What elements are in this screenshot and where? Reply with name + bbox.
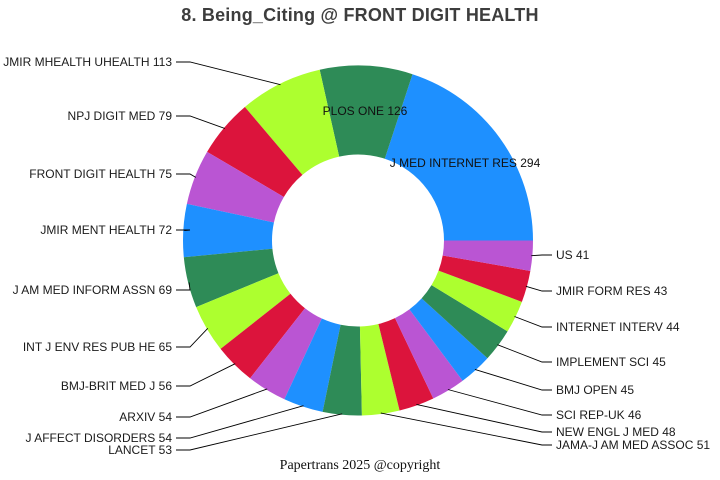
chart-title: 8. Being_Citing @ FRONT DIGIT HEALTH (181, 5, 539, 25)
slice-label: NEW ENGL J MED 48 (556, 425, 676, 439)
slice-label: PLOS ONE 126 (322, 104, 408, 118)
leader-line (176, 61, 281, 86)
leader-line (497, 344, 552, 363)
slice-label: LANCET 53 (108, 443, 172, 457)
slice-label: JMIR MHEALTH UHEALTH 113 (3, 55, 172, 69)
slice-label: FRONT DIGIT HEALTH 75 (29, 167, 172, 181)
copyright-footer: Papertrans 2025 @copyright (279, 458, 441, 473)
leader-line (176, 405, 304, 439)
pie-slice (319, 65, 413, 159)
slice-label: J AM MED INFORM ASSN 69 (12, 283, 172, 297)
leader-line (176, 115, 226, 129)
leader-line (176, 229, 191, 231)
pie-slice (394, 309, 463, 399)
pie-slice (207, 106, 303, 197)
leader-line (176, 327, 209, 348)
pie-slice (183, 203, 274, 258)
pie-slice (409, 298, 488, 381)
pie-slice (186, 151, 284, 223)
slice-label: JAMA-J AM MED ASSOC 51 (556, 438, 711, 452)
slice-label: INT J ENV RES PUB HE 65 (22, 340, 172, 354)
pie-slice (359, 324, 400, 416)
pie-slice (384, 74, 533, 241)
leader-line (176, 413, 343, 451)
slice-label: J MED INTERNET RES 294 (389, 156, 541, 170)
slice-label: BMJ-BRIT MED J 56 (60, 379, 172, 393)
pie-slice (250, 308, 322, 400)
slice-label: JMIR FORM RES 43 (556, 284, 668, 298)
pie-slice (431, 270, 522, 332)
pie-slice (438, 255, 531, 302)
leader-line (447, 389, 552, 416)
pie-slice (378, 318, 434, 411)
leader-line (531, 254, 552, 257)
leader-line (514, 316, 552, 328)
pie-slice (284, 318, 341, 412)
pie-slice (322, 324, 362, 416)
slice-label: J AFFECT DISORDERS 54 (25, 431, 172, 445)
leader-line (380, 412, 552, 446)
leader-line (474, 368, 552, 391)
slice-label: IMPLEMENT SCI 45 (556, 355, 666, 369)
leader-line (176, 363, 236, 387)
leader-line (176, 282, 191, 291)
slice-label: JMIR MENT HEALTH 72 (40, 223, 172, 237)
slice-label: ARXIV 54 (119, 410, 172, 424)
leader-line (416, 403, 552, 433)
leader-line (525, 285, 552, 292)
leader-line (176, 173, 197, 178)
pie-slice (183, 248, 279, 308)
pie-slice (196, 273, 291, 349)
pie-slice (442, 240, 533, 271)
slice-label: SCI REP-UK 46 (556, 408, 642, 422)
leader-line (176, 388, 268, 418)
slice-label: NPJ DIGIT MED 79 (67, 109, 172, 123)
pie-slice (220, 293, 305, 379)
slice-label: INTERNET INTERV 44 (556, 320, 680, 334)
slice-label: BMJ OPEN 45 (556, 383, 635, 397)
pie-slice (421, 285, 508, 359)
slice-label: US 41 (556, 248, 590, 262)
pie-slice (244, 69, 340, 175)
